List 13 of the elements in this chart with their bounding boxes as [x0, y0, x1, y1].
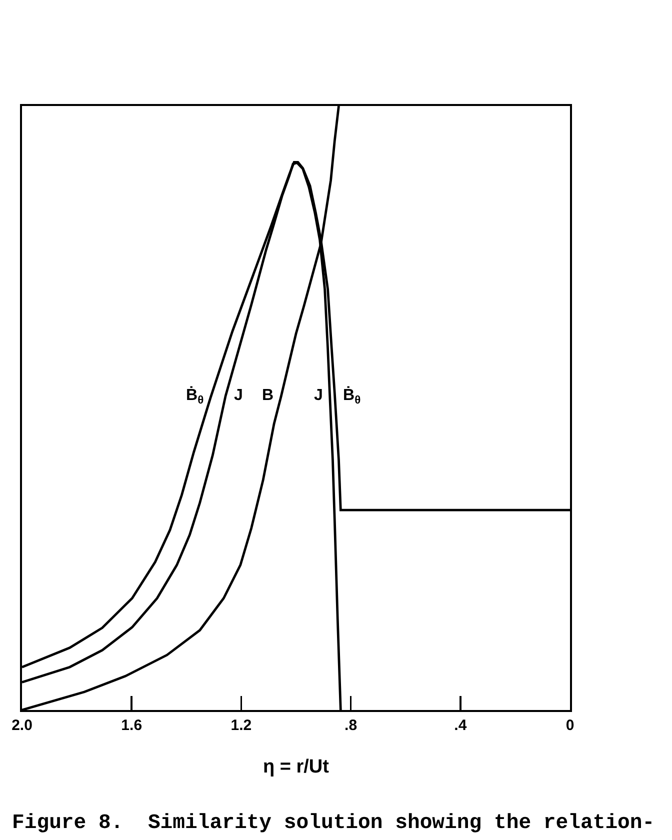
series-label: J: [234, 387, 243, 404]
text: Ḃ$_{θ}$: [343, 387, 361, 406]
x-tick-label: 2.0: [12, 717, 32, 734]
x-axis-title: η = r/Ut: [263, 756, 330, 778]
text: J: [314, 387, 323, 404]
series-label: Ḃ$_{θ}$: [186, 386, 204, 406]
x-tick-label: 1.6: [121, 717, 142, 734]
x-tick-label: .4: [454, 717, 468, 734]
caption: Figure 8. Similarity solution showing the relation-: [12, 812, 655, 835]
x-tick-label: 0: [566, 717, 574, 734]
series-label: B: [262, 387, 274, 404]
x-tick-label: 1.2: [230, 717, 252, 734]
x-tick-label: .8: [344, 717, 358, 734]
